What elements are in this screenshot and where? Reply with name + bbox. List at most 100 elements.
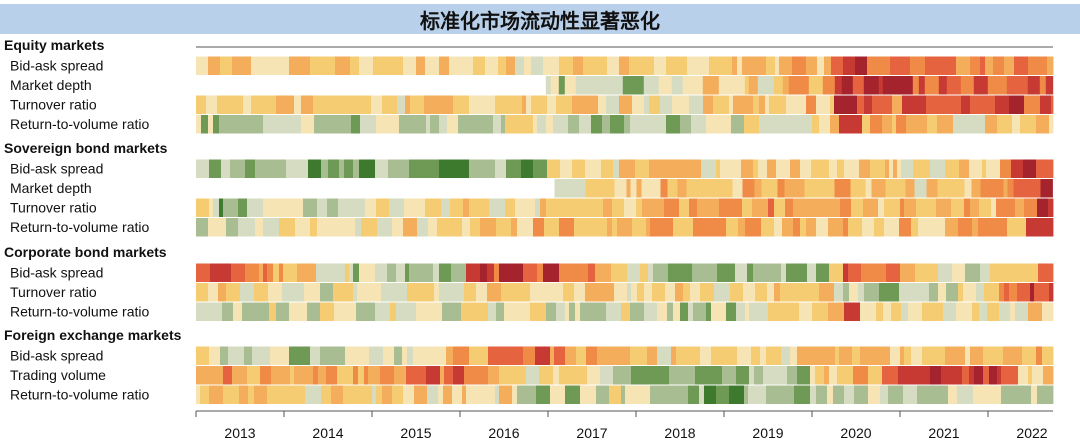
heatmap-cell [924, 159, 931, 178]
heatmap-cell [196, 218, 209, 237]
heatmap-cell [872, 95, 883, 114]
heatmap-cell [797, 366, 811, 385]
heatmap-cell [269, 302, 277, 321]
heatmap-cell [882, 76, 891, 95]
heatmap-cell [945, 218, 959, 237]
heatmap-cell [275, 366, 291, 385]
heatmap-cell [259, 346, 271, 365]
x-tick-label: 2016 [488, 425, 519, 441]
heatmap-cell [1001, 366, 1009, 385]
heatmap-cell [773, 76, 784, 95]
heatmap-cell [554, 179, 559, 198]
heatmap-cell [906, 115, 922, 134]
heatmap-cell [379, 56, 388, 75]
heatmap-cell [264, 302, 270, 321]
heatmap-cell [748, 76, 759, 95]
heatmap-cell [852, 346, 861, 365]
row-label: Bid-ask spread [10, 265, 103, 281]
heatmap-cell [849, 283, 859, 302]
heatmap-cell [904, 198, 917, 217]
heatmap-cell [630, 115, 645, 134]
heatmap-cell [782, 76, 790, 95]
heatmap-cell [524, 115, 534, 134]
heatmap-cell [232, 115, 248, 134]
heatmap-cell [612, 218, 618, 237]
heatmap-cell [893, 159, 898, 178]
heatmap-cell [700, 179, 717, 198]
heatmap-cell [326, 366, 333, 385]
heatmap-cell [276, 302, 290, 321]
heatmap-cell [562, 198, 575, 217]
heatmap-cell [345, 346, 356, 365]
heatmap-cell [784, 115, 800, 134]
heatmap-cell [727, 179, 733, 198]
heatmap-cell [708, 263, 718, 282]
heatmap-cell [462, 56, 474, 75]
heatmap-cell [1010, 302, 1016, 321]
heatmap-cell [948, 385, 958, 404]
heatmap-cell [854, 385, 869, 404]
heatmap-cell [1022, 346, 1032, 365]
heatmap-cell [844, 159, 860, 178]
heatmap-cell [657, 218, 674, 237]
heatmap-cell [526, 95, 532, 114]
heatmap-cell [976, 283, 985, 302]
heatmap-cell [882, 115, 893, 134]
heatmap-cell [213, 115, 220, 134]
heatmap-cell [475, 346, 489, 365]
heatmap-cell [960, 76, 975, 95]
heatmap-cell [818, 159, 830, 178]
heatmap-cell [446, 346, 454, 365]
heatmap-cell [885, 159, 890, 178]
heatmap-cell [860, 346, 877, 365]
heatmap-cell [373, 283, 382, 302]
heatmap-cell [496, 302, 505, 321]
heatmap-cell [647, 346, 658, 365]
heatmap-cell [744, 115, 760, 134]
heatmap-cell [202, 198, 210, 217]
heatmap-cell [553, 366, 560, 385]
heatmap-cell [725, 346, 738, 365]
heatmap-cell [506, 56, 516, 75]
heatmap-cell [666, 115, 681, 134]
heatmap-cell [405, 95, 411, 114]
heatmap-cell [955, 159, 960, 178]
heatmap-cell [774, 218, 783, 237]
heatmap-cell [921, 115, 928, 134]
heatmap-cell [558, 76, 566, 95]
heatmap-cell [219, 198, 224, 217]
heatmap-cell [598, 56, 608, 75]
heatmap-cell [841, 76, 854, 95]
heatmap-cell [446, 218, 463, 237]
heatmap-cell [788, 76, 797, 95]
row-label: Trading volume [10, 367, 106, 383]
heatmap-cell [196, 198, 203, 217]
heatmap-cell [786, 95, 792, 114]
heatmap-cell [338, 198, 350, 217]
heatmap-cell [283, 263, 298, 282]
heatmap-cell [278, 56, 290, 75]
heatmap-cell [414, 385, 428, 404]
heatmap-cell [612, 346, 619, 365]
heatmap-cell [559, 218, 575, 237]
heatmap-cell [1006, 76, 1015, 95]
heatmap-cell [560, 159, 573, 178]
heatmap-cell [758, 159, 768, 178]
heatmap-cell [589, 76, 598, 95]
heatmap-cell [602, 115, 611, 134]
heatmap-cell [852, 76, 865, 95]
heatmap-cell [618, 346, 631, 365]
heatmap-cell [231, 95, 244, 114]
heatmap-cell [726, 263, 736, 282]
heatmap-cell [321, 385, 332, 404]
heatmap-cell [317, 198, 328, 217]
heatmap-cell [625, 385, 636, 404]
heatmap-cell [378, 95, 383, 114]
heatmap-cell [860, 302, 877, 321]
heatmap-cell [742, 56, 752, 75]
heatmap-cell [264, 56, 279, 75]
heatmap-cell [729, 76, 746, 95]
heatmap-cell [745, 302, 750, 321]
heatmap-cell [848, 263, 862, 282]
heatmap-cell [533, 115, 538, 134]
